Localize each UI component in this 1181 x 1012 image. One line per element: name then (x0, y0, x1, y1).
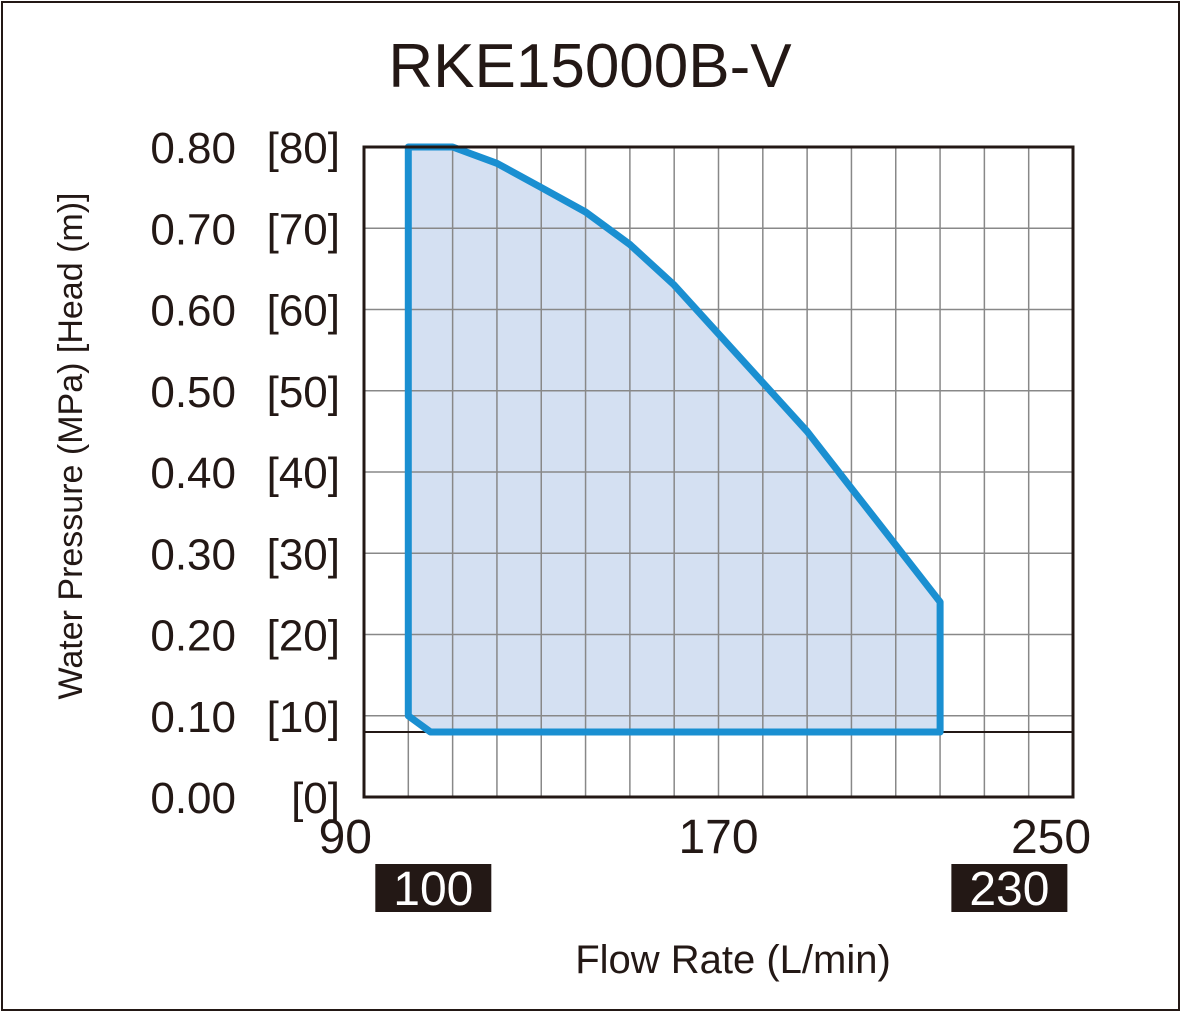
y-tick-label: 0.20 (150, 612, 236, 661)
y-tick-label-secondary: [70] (267, 205, 340, 254)
y-tick-label: 0.10 (150, 693, 236, 742)
x-tick-label: 170 (678, 811, 758, 864)
highlight-badge-label: 230 (969, 863, 1049, 916)
y-tick-label-secondary: [40] (267, 449, 340, 498)
y-tick-label-secondary: [30] (267, 530, 340, 579)
x-axis-label: Flow Rate (L/min) (575, 938, 891, 982)
y-tick-label: 0.00 (150, 774, 236, 823)
plot-border (362, 145, 1075, 799)
chart-title: RKE15000B-V (388, 32, 792, 101)
y-tick-label-secondary: [10] (267, 693, 340, 742)
series-outline (404, 143, 944, 736)
x-tick-label: 90 (319, 811, 372, 864)
x-tick-label: 250 (1011, 811, 1091, 864)
y-tick-label-secondary: [50] (267, 368, 340, 417)
y-tick-label: 0.40 (150, 449, 236, 498)
y-tick-label-secondary: [60] (267, 287, 340, 336)
y-tick-label: 0.80 (150, 124, 236, 173)
y-tick-label: 0.50 (150, 368, 236, 417)
highlight-badge-label: 100 (393, 863, 473, 916)
y-tick-label-secondary: [0] (291, 774, 340, 823)
y-tick-label-secondary: [80] (267, 124, 340, 173)
highlight-badge (951, 864, 1068, 912)
y-axis-label: Water Pressure (MPa) [Head (m)] (52, 193, 90, 700)
y-tick-label: 0.60 (150, 287, 236, 336)
y-tick-label: 0.30 (150, 530, 236, 579)
y-tick-label-secondary: [20] (267, 612, 340, 661)
y-tick-label: 0.70 (150, 205, 236, 254)
highlight-badge (375, 864, 492, 912)
